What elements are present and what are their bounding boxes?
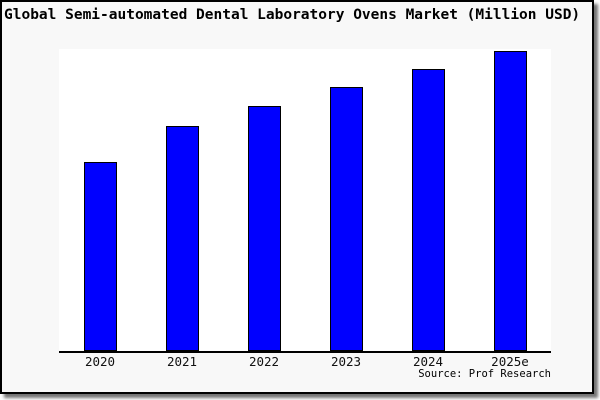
- bar-slot: [141, 49, 223, 351]
- x-tick-label-2025e: 2025e: [491, 354, 529, 369]
- chart-card: Global Semi-automated Dental Laboratory …: [0, 0, 594, 394]
- bar-2021: [165, 125, 199, 351]
- bar-slot: [305, 49, 387, 351]
- x-axis-labels: 2020 2021 2022 2023 2024 2025e: [59, 355, 551, 368]
- bar-slot: [223, 49, 305, 351]
- chart-title: Global Semi-automated Dental Laboratory …: [4, 7, 581, 23]
- bar-slot: [387, 49, 469, 351]
- bar-2022: [247, 105, 281, 351]
- source-text: Source: Prof Research: [418, 368, 551, 380]
- plot-area: [59, 49, 551, 353]
- x-tick-label-2022: 2022: [248, 354, 280, 369]
- x-tick-label-2021: 2021: [166, 354, 198, 369]
- x-tick-label-2020: 2020: [84, 354, 116, 369]
- bar-slot: [469, 49, 551, 351]
- bar-slot: [59, 49, 141, 351]
- x-tick-label-2024: 2024: [412, 354, 444, 369]
- bar-2025e: [493, 50, 527, 351]
- bar-2023: [329, 86, 363, 351]
- bar-2024: [411, 69, 445, 351]
- x-tick-label-2023: 2023: [330, 354, 362, 369]
- bar-2020: [83, 162, 117, 351]
